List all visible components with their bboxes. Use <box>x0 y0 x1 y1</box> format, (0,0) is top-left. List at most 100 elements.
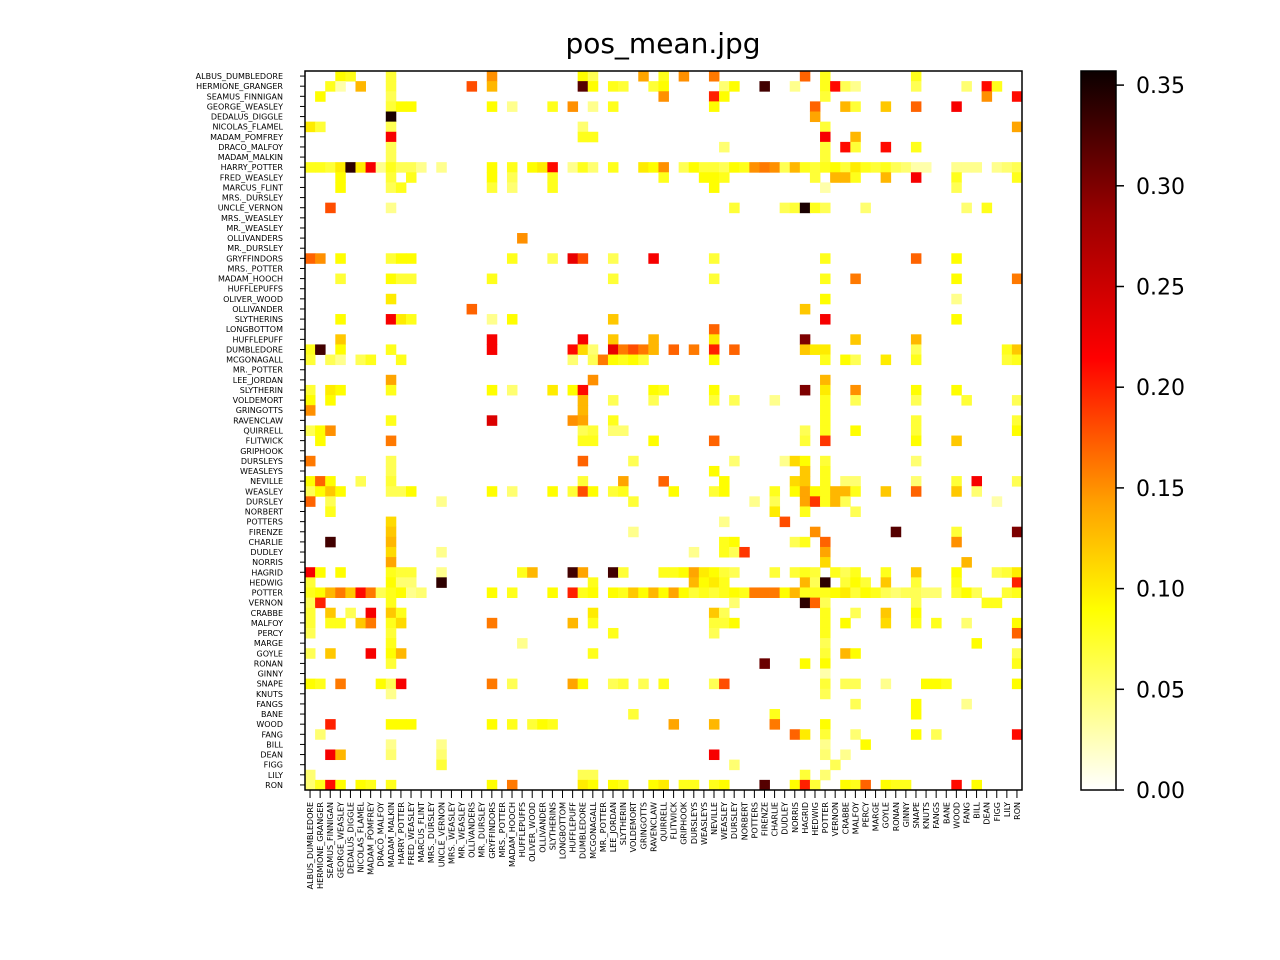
x-tick-label: OLLIVANDERS <box>468 802 477 858</box>
heatmap-cell <box>799 162 811 173</box>
heatmap-cell <box>385 465 397 477</box>
heatmap-cell <box>547 172 558 183</box>
heatmap-cell <box>607 162 619 173</box>
y-tick-label: POTTER <box>252 589 284 598</box>
y-tick-label: FIRENZE <box>249 528 283 537</box>
heatmap-cell <box>385 121 397 133</box>
heatmap-cell <box>385 293 397 305</box>
heatmap-cell <box>1011 425 1023 436</box>
heatmap-cell <box>799 476 811 487</box>
heatmap-cell <box>385 415 397 426</box>
heatmap-cell <box>729 81 740 92</box>
x-tick-label: MALFOY <box>851 802 860 834</box>
heatmap-cell <box>405 577 417 588</box>
heatmap-cell <box>547 162 558 173</box>
heatmap-cell <box>971 638 983 649</box>
heatmap-cell <box>910 425 922 436</box>
heatmap-cell <box>335 344 346 355</box>
heatmap-cell <box>759 779 770 791</box>
heatmap-cell <box>840 749 851 761</box>
heatmap-cell <box>678 587 690 598</box>
y-tick-label: VOLDEMORT <box>233 396 283 405</box>
heatmap-cell <box>577 486 589 497</box>
heatmap-cell <box>799 303 811 315</box>
heatmap-cell <box>648 253 659 264</box>
heatmap-cell <box>385 658 397 669</box>
y-tick-label: GRYFFINDORS <box>226 254 283 263</box>
y-tick-label: DURSLEYS <box>241 457 283 466</box>
heatmap-cell <box>769 506 781 517</box>
heatmap-cell <box>729 546 740 558</box>
heatmap-cell <box>517 638 528 649</box>
heatmap-cell <box>698 162 710 173</box>
heatmap-cell <box>1001 567 1013 578</box>
heatmap-cell <box>809 567 821 578</box>
heatmap-cell <box>365 779 377 791</box>
heatmap-cell <box>577 587 589 598</box>
y-tick-label: HERMIONE_GRANGER <box>196 82 283 91</box>
heatmap-cell <box>1011 415 1023 426</box>
heatmap-cell <box>315 587 326 598</box>
heatmap-cell <box>345 607 356 619</box>
heatmap-cell <box>506 314 518 325</box>
heatmap-cell <box>628 455 639 467</box>
heatmap-cell <box>799 567 811 578</box>
heatmap-cell <box>910 729 922 740</box>
heatmap-cell <box>607 253 619 264</box>
heatmap-cell <box>385 131 397 143</box>
heatmap-cell <box>385 91 397 102</box>
heatmap-cell <box>961 81 972 92</box>
x-tick-label: GRIPHOOK <box>680 801 689 845</box>
heatmap-cell <box>789 162 801 173</box>
heatmap-cell <box>658 779 669 791</box>
heatmap-cell <box>880 486 892 497</box>
heatmap-cell <box>668 486 680 497</box>
heatmap-cell <box>486 415 498 426</box>
heatmap-cell <box>486 172 498 183</box>
heatmap-cell <box>385 516 397 528</box>
heatmap-cell <box>335 354 346 366</box>
heatmap-cell <box>405 587 417 598</box>
heatmap-cell <box>305 476 316 487</box>
heatmap-cell <box>385 526 397 538</box>
y-tick-label: BILL <box>266 740 283 749</box>
heatmap-cell <box>708 587 720 598</box>
heatmap-cell <box>506 162 518 173</box>
x-tick-label: MADAM_POMFREY <box>367 802 376 875</box>
heatmap-cell <box>567 354 579 366</box>
heatmap-cell <box>1011 658 1023 669</box>
heatmap-cell <box>1011 627 1023 639</box>
heatmap-cell <box>506 486 518 497</box>
heatmap-cell <box>567 162 579 173</box>
x-tick-label: OLIVER_WOOD <box>528 802 537 862</box>
heatmap-cell <box>890 162 902 173</box>
heatmap-cell <box>385 476 397 487</box>
heatmap-cell <box>809 597 821 609</box>
heatmap-cell <box>607 395 619 406</box>
x-tick-label: POTTERS <box>750 802 759 838</box>
heatmap-cell <box>961 395 972 406</box>
heatmap-cell <box>385 749 397 761</box>
heatmap-cell <box>577 395 589 406</box>
heatmap-cell <box>587 131 599 143</box>
heatmap-cell <box>325 354 336 366</box>
heatmap-cell <box>607 81 619 92</box>
heatmap-cell <box>779 587 791 598</box>
heatmap-cell <box>799 536 811 548</box>
heatmap-cell <box>840 172 851 183</box>
heatmap-cell <box>789 729 801 740</box>
heatmap-cell <box>385 688 397 700</box>
heatmap-cell <box>981 597 993 609</box>
heatmap-cell <box>305 405 316 416</box>
heatmap-cell <box>799 425 811 436</box>
heatmap-cell <box>607 354 619 366</box>
heatmap-cell <box>850 131 861 143</box>
heatmap-cell <box>910 708 922 720</box>
y-tick-label: OLLIVANDERS <box>227 234 283 243</box>
heatmap-cell <box>587 779 599 791</box>
heatmap-cell <box>951 587 962 598</box>
heatmap-cell <box>809 344 821 355</box>
heatmap-cell <box>375 587 387 598</box>
heatmap-cell <box>890 587 902 598</box>
heatmap-cell <box>820 81 831 92</box>
